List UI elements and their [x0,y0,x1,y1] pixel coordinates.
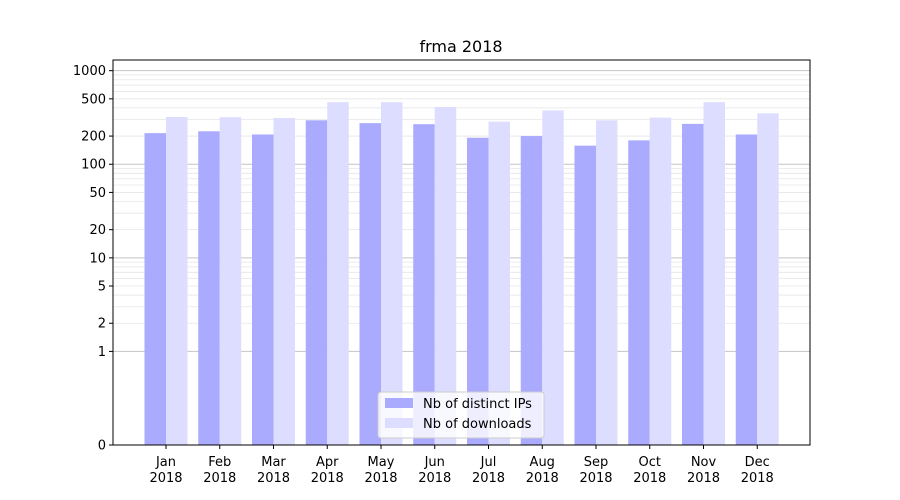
bar-distinct-ips [305,120,328,445]
y-tick-label: 200 [81,130,106,145]
x-tick-label-year: 2018 [257,471,290,486]
x-tick-label-year: 2018 [687,471,720,486]
x-tick-label-year: 2018 [579,471,612,486]
x-tick-label-year: 2018 [149,471,182,486]
bar-downloads [166,116,188,446]
chart-title: frma 2018 [419,37,502,56]
x-tick-label-month: Feb [208,455,231,470]
bar-distinct-ips [682,123,704,445]
bar-downloads [381,102,403,446]
bar-downloads [219,117,242,445]
bar-distinct-ips [628,140,650,445]
bar-distinct-ips [735,134,758,445]
legend-label: Nb of downloads [423,417,532,432]
bar-downloads [488,121,510,446]
x-tick-label-month: Jul [480,455,497,470]
y-tick-label: 1 [98,345,106,360]
x-tick-label-year: 2018 [741,471,774,486]
bar-downloads [703,102,725,446]
x-tick-label-year: 2018 [364,471,397,486]
bar-downloads [757,113,779,446]
bar-distinct-ips [359,123,381,446]
bar-distinct-ips [413,124,435,445]
legend-box [377,391,545,439]
x-tick-label-month: Jun [424,455,445,470]
bar-downloads [434,106,457,445]
y-tick-label: 50 [89,186,106,201]
x-tick-label-month: Dec [745,455,770,470]
bars-group [144,102,779,446]
y-tick-label: 5 [98,280,106,295]
y-tick-label: 20 [89,223,106,238]
x-tick-label-month: Aug [530,455,555,470]
x-tick-label-month: May [368,455,395,470]
legend-swatch [385,398,413,408]
bar-distinct-ips [198,131,220,445]
x-tick-label-month: Mar [261,455,286,470]
y-tick-label: 1000 [73,64,106,79]
bar-downloads [327,102,349,446]
x-tick-label-month: Oct [639,455,661,470]
x-tick-label-year: 2018 [311,471,344,486]
x-tick-label-year: 2018 [203,471,236,486]
legend-swatch [385,418,413,428]
legend-label: Nb of distinct IPs [423,397,532,412]
y-tick-label: 10 [89,251,106,266]
bar-distinct-ips [144,133,166,446]
x-tick-label-year: 2018 [526,471,559,486]
x-tick-label-year: 2018 [472,471,505,486]
bar-downloads [649,117,672,445]
y-tick-label: 500 [81,92,106,107]
legend: Nb of distinct IPs Nb of downloads [377,391,545,439]
x-tick-label-month: Nov [691,455,717,470]
bar-downloads [596,120,618,445]
x-tick-label-year: 2018 [418,471,451,486]
bar-distinct-ips [574,145,596,445]
y-axis: 0 1 2 5 10 20 50 100 200 500 1000 [73,64,113,454]
y-tick-label: 0 [98,439,106,454]
bar-downloads [542,110,564,446]
bar-distinct-ips [252,134,274,445]
x-tick-label-month: Jan [155,455,176,470]
bar-distinct-ips [467,137,489,445]
y-tick-label: 100 [81,158,106,173]
x-tick-label-month: Sep [584,455,609,470]
x-tick-label-month: Apr [316,455,339,470]
y-tick-label: 2 [98,317,106,332]
bar-downloads [273,118,295,446]
plot-frame [112,59,811,446]
x-axis: Jan2018Feb2018Mar2018Apr2018May2018Jun20… [149,445,774,486]
bar-distinct-ips [520,136,543,446]
x-tick-label-year: 2018 [633,471,666,486]
